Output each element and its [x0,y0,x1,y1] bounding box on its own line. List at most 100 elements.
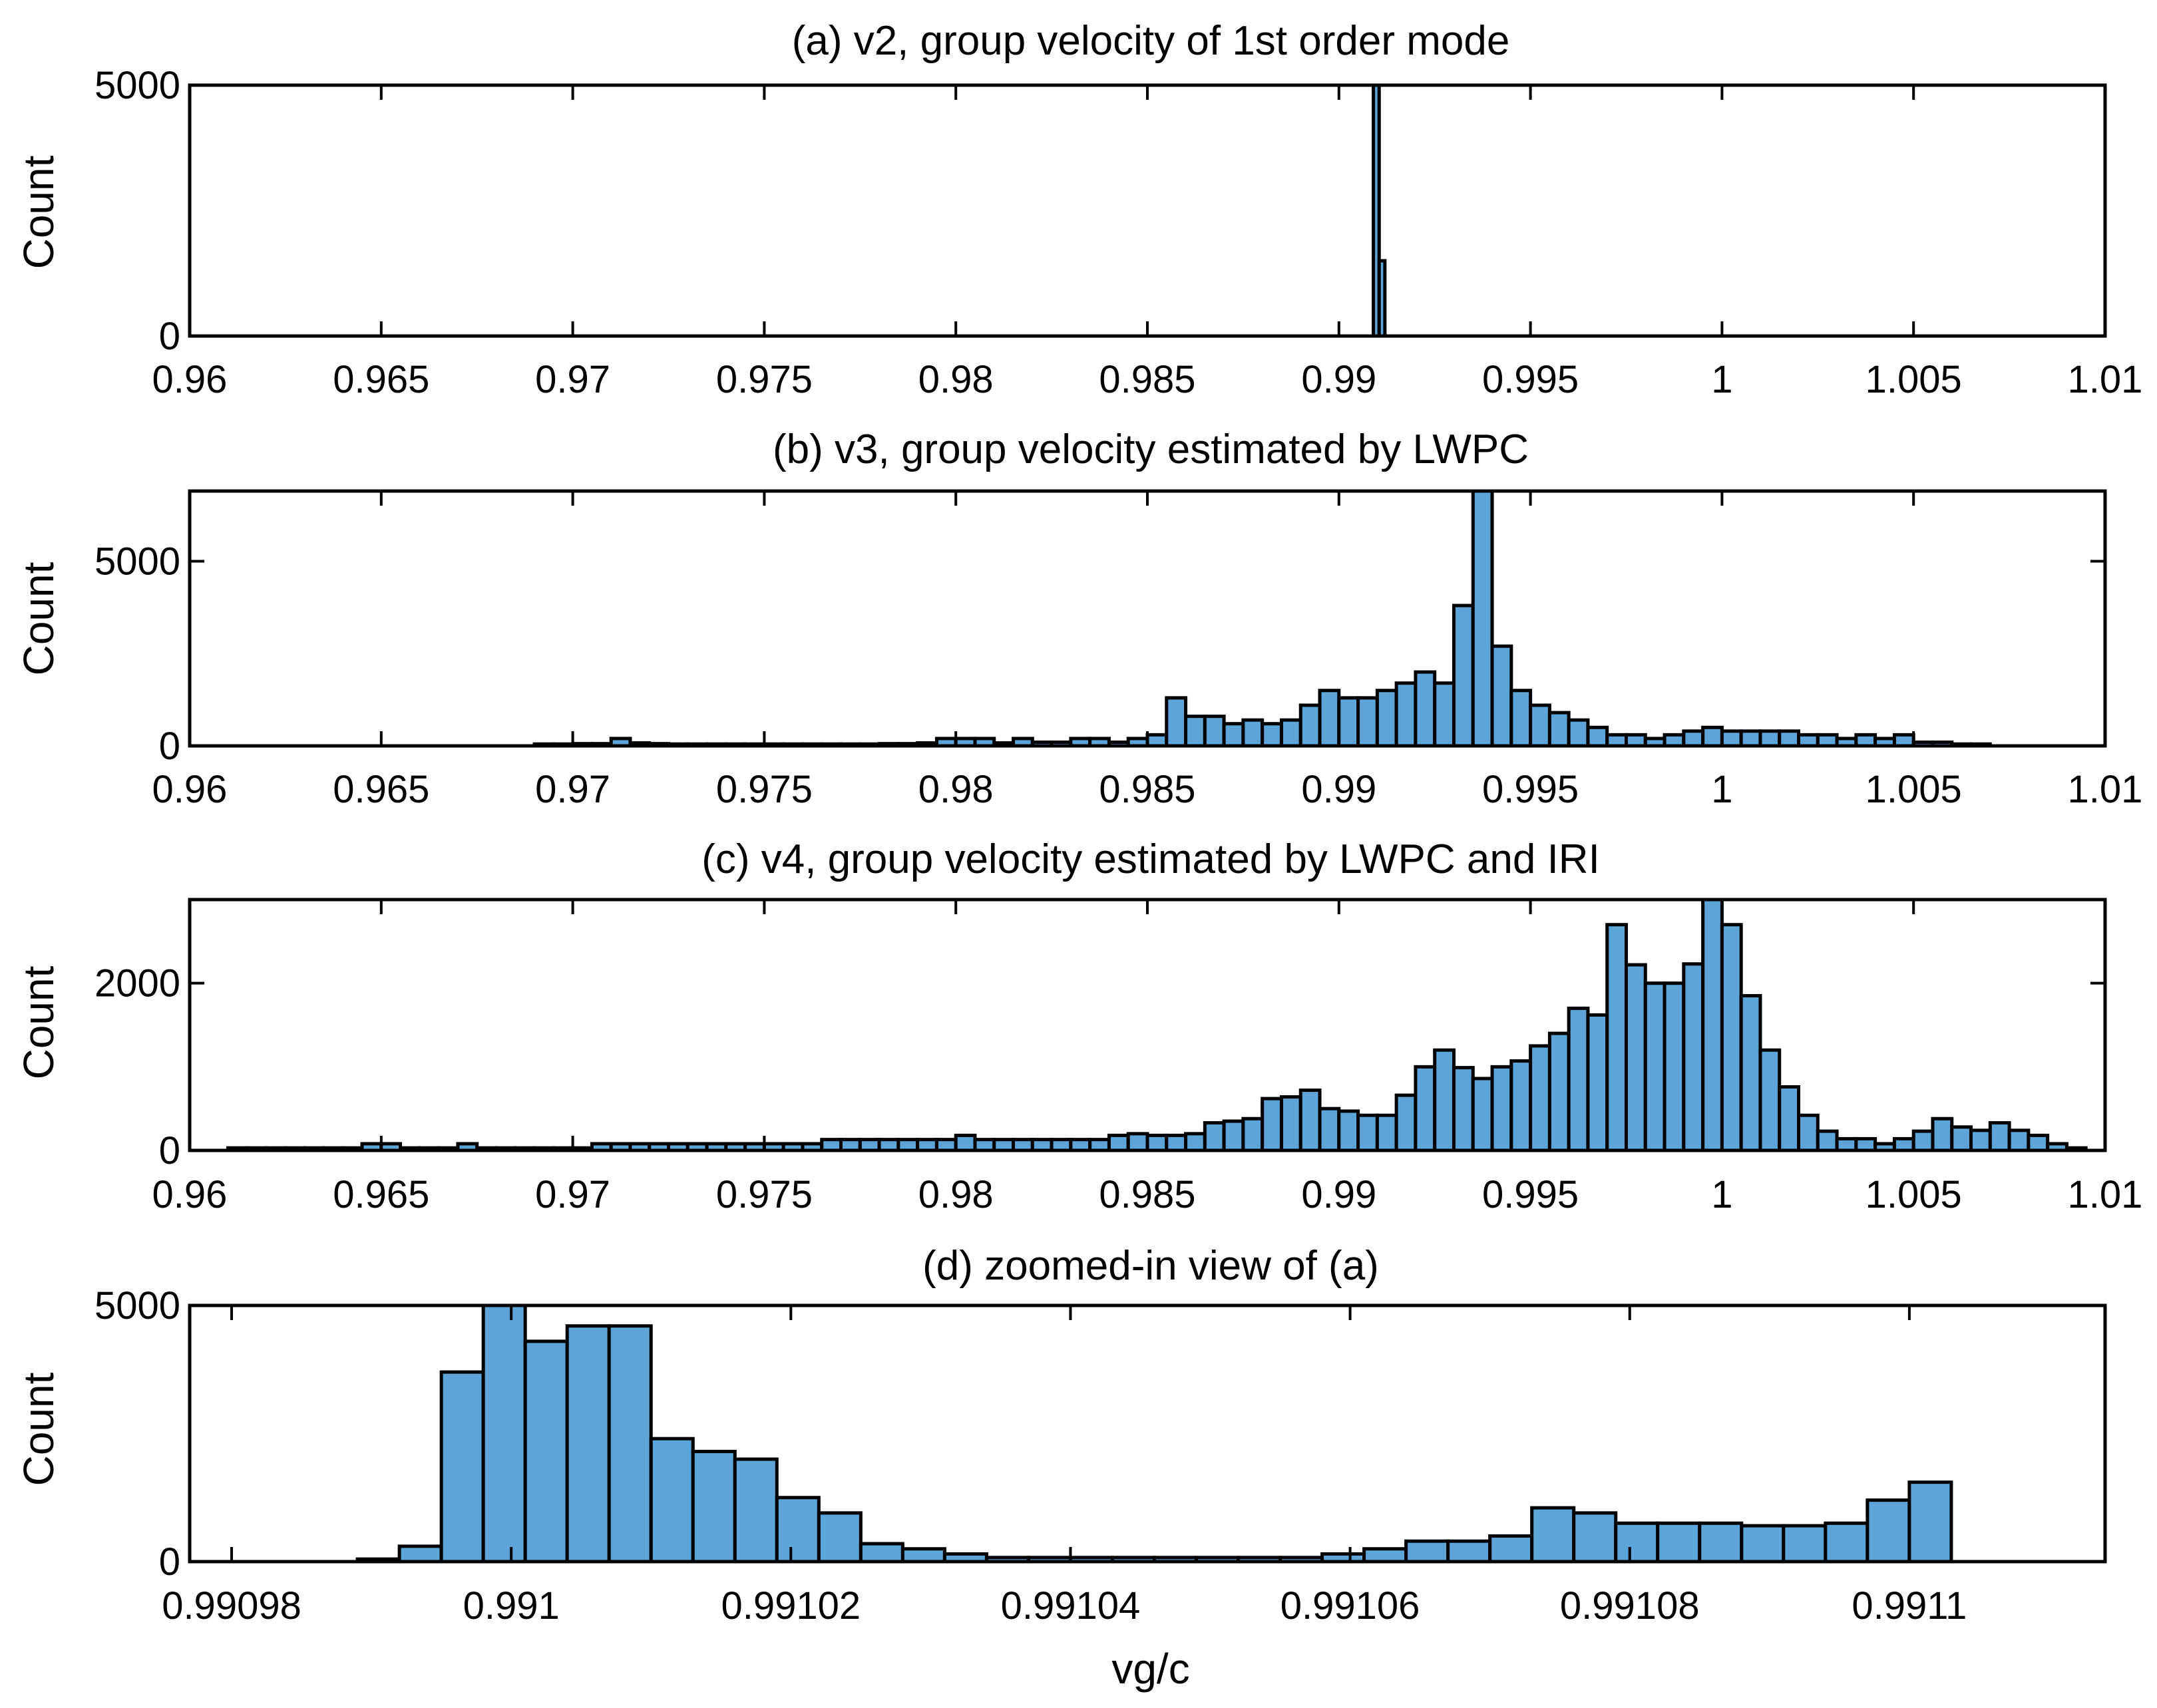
panel-c-bar [1567,1006,1590,1152]
panel-b-bar [1356,696,1379,748]
panel-d-bar [1782,1524,1828,1564]
panel-a-xtick-label: 1.005 [1865,358,1962,401]
panel-d-bar [1907,1480,1953,1564]
panel-d-bar [439,1370,485,1564]
panel-b-bar [1471,489,1494,748]
panel-b-bar [1337,696,1360,748]
panel-d-bar [1698,1521,1744,1564]
panel-a-xtick-label: 1.01 [2068,358,2143,401]
panel-c-bar [2007,1128,2031,1152]
panel-c-bar [1931,1116,1954,1152]
panel-c-bar [1509,1059,1533,1152]
panel-d-bar [1446,1539,1492,1564]
panel-c-bar [1414,1065,1437,1152]
panel-b-bar [1433,681,1456,748]
panel-b-bar [1720,729,1743,748]
panel-c-ticks: 0.96 0.965 0.97 0.975 0.98 0.985 0.99 0.995 1 1.0… [95,900,2142,1216]
panel-c-bar [1337,1109,1360,1152]
panel-d-ticks: 0.99098 0.991 0.99102 0.99104 0.99106 0.99108… [95,1284,2105,1627]
panel-c-bar [1318,1107,1341,1152]
panel-c-xtick-label: 0.975 [716,1173,813,1216]
panel-c-bar [1950,1125,1973,1152]
panel-d-ylabel: Count [15,1372,63,1486]
panel-c-bar [1701,898,1724,1152]
panel-c-bar [1911,1129,1935,1152]
panel-c-bar [1452,1066,1475,1152]
panel-d-bar [1530,1506,1576,1564]
panel-d-bar [691,1449,737,1564]
panel-c-bar [1241,1116,1265,1152]
panel-c-bar [1969,1128,1992,1152]
panel-d-bar [1404,1539,1450,1564]
panel-a-frame [188,83,2107,338]
panel-b-bar [1758,729,1782,748]
panel-d-bar [607,1324,653,1564]
panel-d-xtick-label: 0.99098 [162,1584,301,1627]
panel-c-bar [1298,1089,1322,1152]
panel-b-bar [1261,722,1283,748]
panel-b-xtick-label: 0.965 [333,768,429,811]
panel-b-bar [1394,681,1418,748]
panel-c-xtick-label: 1.005 [1865,1173,1962,1216]
panel-b-xtick-label: 1.005 [1865,768,1962,811]
panel-c-bar [1184,1132,1207,1152]
panel-d-bar [1572,1511,1618,1564]
panel-b-ticks: 0.96 0.965 0.97 0.975 0.98 0.985 0.99 0.995 1 1.0… [95,491,2142,811]
panel-b-ylabel: Count [15,562,63,675]
panel-b-bar [1682,729,1705,748]
panel-c-bar [1107,1133,1130,1152]
panel-c-ytick-label: 0 [159,1129,180,1172]
panel-c-xtick-label: 0.99 [1301,1173,1376,1216]
panel-a-xtick-label: 0.985 [1099,358,1195,401]
panel-d-bar [1656,1521,1702,1564]
panel-c-bar [1739,994,1762,1152]
panel-d-bar [775,1496,821,1564]
panel-b-xtick-label: 0.97 [535,768,610,811]
panel-d-bar [565,1324,611,1564]
panel-c-bar [1529,1044,1551,1152]
panel-b-bar [1778,729,1801,748]
panel-c-bar [2027,1133,2050,1152]
panel-d-bar [1824,1521,1869,1564]
panel-c-bar [1816,1129,1839,1152]
panel-b-xtick-label: 0.995 [1482,768,1579,811]
panel-c-frame [188,898,2107,1152]
panel-c-ytick-label: 2000 [95,962,180,1005]
panel-d-bar [397,1544,443,1564]
panel-a-bar [1377,259,1387,338]
panel-c-bar [1279,1095,1302,1152]
panel-a: (a) v2, group velocity of 1st order mode… [15,18,2142,401]
panel-b-bar [1279,718,1302,748]
panel-d-xtick-label: 0.99106 [1280,1584,1420,1627]
panel-a-xtick-label: 0.99 [1301,358,1376,401]
panel-a-xtick-label: 0.995 [1482,358,1579,401]
panel-b-bar [1529,703,1551,748]
panel-a-xtick-label: 0.96 [152,358,228,401]
panel-c-bar [1778,1085,1801,1152]
panel-d: (d) zoomed-in view of (a) Count vg/c 0.9… [15,1243,2107,1693]
panel-d-xlabel: vg/c [1111,1645,1189,1693]
panel-b-xtick-label: 0.99 [1301,768,1376,811]
panel-b-xtick-label: 1 [1711,768,1732,811]
panel-b-bar [1567,718,1590,748]
panel-d-bar [1362,1547,1408,1564]
panel-c-bar [1797,1113,1820,1152]
panel-b-ytick-label: 0 [159,725,180,768]
panel-d-bar [900,1547,946,1564]
panel-a-xtick-label: 0.98 [918,358,994,401]
panel-d-bar [817,1511,863,1564]
panel-c-bar [1892,1136,1915,1152]
panel-d-title: (d) zoomed-in view of (a) [922,1243,1379,1289]
panel-c-bar [1663,981,1686,1152]
panel-c-bar [1720,923,1743,1152]
panel-b-bar [1586,725,1609,748]
panel-d-bar [481,1303,527,1564]
panel-c-xtick-label: 1.01 [2068,1173,2143,1216]
panel-d-xtick-label: 0.99108 [1560,1584,1700,1627]
panel-c-title: (c) v4, group velocity estimated by LWPC… [701,836,1600,882]
panel-b-bar [1298,703,1322,748]
panel-a-ytick-label: 5000 [95,64,180,107]
panel-c-bar [1835,1136,1858,1152]
panel-a-ticks: 0.96 0.965 0.97 0.975 0.98 0.985 0.99 0.995 1 1.0… [95,64,2142,401]
